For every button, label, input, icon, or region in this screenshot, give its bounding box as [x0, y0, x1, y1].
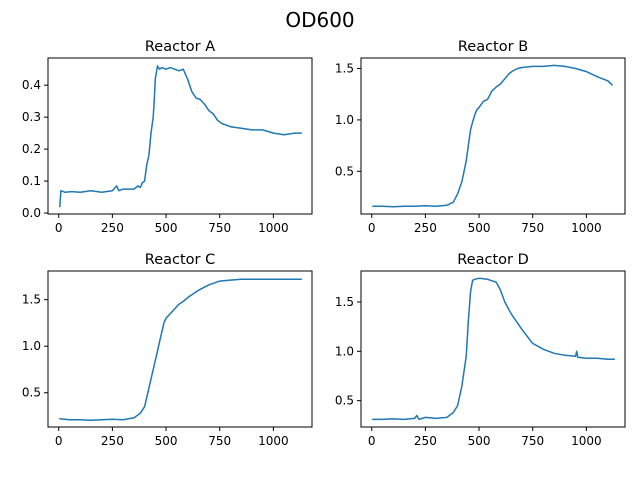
x-tick-label: 250: [101, 221, 124, 235]
x-tick-label: 1000: [258, 434, 289, 448]
x-tick-label: 750: [521, 434, 544, 448]
y-tick-label: 0.3: [22, 110, 41, 124]
reactor-c-panel: Reactor C 0 250 500 750 1000 0.5 1.0 1.5: [22, 252, 313, 448]
reactor-a-axes-frame: [47, 57, 313, 215]
x-tick-label: 0: [55, 221, 63, 235]
x-tick-label: 1000: [258, 221, 289, 235]
subplot-grid: Reactor A0 250 500 750 10000.00.10.20.30.4Re…: [22, 39, 626, 448]
x-tick-label: 250: [414, 434, 437, 448]
x-tick-label: 750: [208, 221, 231, 235]
x-tick-label: 1000: [571, 434, 602, 448]
x-tick-label: 750: [208, 434, 231, 448]
reactor-b-axes-frame: [360, 57, 626, 215]
y-tick-label: 0.1: [22, 174, 41, 188]
y-tick-label: 1.0: [335, 113, 354, 127]
reactor-d-panel: Reactor D 0 250 500 750 1000 0.5 1.0 1.5: [335, 252, 626, 448]
y-tick-label: 0.5: [335, 164, 354, 178]
y-tick-label: 1.0: [335, 344, 354, 358]
x-tick-label: 250: [414, 221, 437, 235]
x-tick-label: 500: [468, 221, 491, 235]
reactor-d-axes-frame: [360, 270, 626, 428]
y-tick-label: 0.4: [22, 78, 41, 92]
x-tick-label: 500: [155, 434, 178, 448]
reactor-d-title: Reactor D: [457, 252, 529, 268]
y-tick-label: 0.5: [22, 386, 41, 400]
reactor-a-title: Reactor A: [145, 39, 215, 55]
y-tick-label: 1.0: [22, 339, 41, 353]
y-tick-label: 1.5: [22, 293, 41, 307]
reactor-d-od600-line: [372, 277, 616, 421]
y-tick-label: 1.5: [335, 295, 354, 309]
x-tick-label: 0: [368, 434, 376, 448]
x-tick-label: 250: [101, 434, 124, 448]
y-tick-label: 0.2: [22, 142, 41, 156]
x-tick-label: 750: [521, 221, 544, 235]
reactor-c-title: Reactor C: [145, 252, 215, 268]
reactor-a-panel: Reactor A 0 250 500 750 1000 0.0 0.1 0.2 0.3 0.4: [22, 39, 313, 235]
reactor-b-panel: Reactor B 0 250 500 750 1000 0.5 1.0 1.5: [335, 39, 626, 235]
x-tick-label: 0: [368, 221, 376, 235]
x-tick-label: 0: [55, 434, 63, 448]
y-tick-label: 1.5: [335, 61, 354, 75]
y-tick-label: 0.5: [335, 394, 354, 408]
y-tick-label: 0.0: [22, 206, 41, 220]
figure-title: OD600: [285, 8, 354, 32]
x-tick-label: 500: [155, 221, 178, 235]
reactor-b-od600-line: [372, 64, 613, 208]
x-tick-label: 500: [468, 434, 491, 448]
reactor-c-od600-line: [59, 278, 303, 421]
x-tick-label: 1000: [571, 221, 602, 235]
reactor-c-axes-frame: [47, 270, 313, 428]
reactor-a-od600-line: [59, 65, 303, 208]
reactor-b-title: Reactor B: [458, 39, 528, 55]
